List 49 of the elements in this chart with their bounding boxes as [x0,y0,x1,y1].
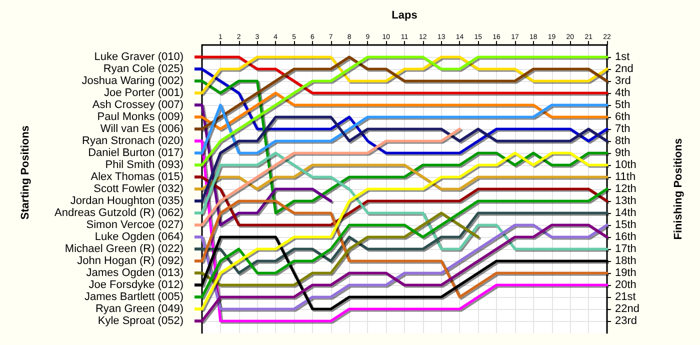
x-axis-title: Laps [392,10,418,22]
y-tick-label: 18th [615,255,636,267]
legend-label: Simon Vercoe (027) [86,219,184,231]
legend-label: Luke Ogden (064) [94,231,184,243]
y-tick-label: 8th [615,135,630,147]
y-tick-label: 10th [615,159,636,171]
legend-label: Scott Fowler (032) [94,183,184,195]
legend-label: Paul Monks (009) [97,111,184,123]
legend-label: Michael Green (R) (022) [64,243,184,255]
legend-label: Kyle Sproat (052) [98,315,184,327]
y-tick-label: 13th [615,195,636,207]
legend-label: James Ogden (013) [86,267,184,279]
legend-label: Joshua Waring (002) [82,75,184,87]
y-tick-label: 21st [615,291,636,303]
y-tick-label: 5th [615,99,630,111]
y-axis-title: Finishing Positions [672,138,684,240]
y-tick-label: 7th [615,123,630,135]
y-tick-label: 6th [615,111,630,123]
y-tick-label: 22nd [615,303,640,315]
y-tick-label: 11th [615,171,636,183]
legend-label: James Bartlett (005) [84,291,184,303]
text: Starting Positions [20,125,32,220]
legend-label: Andreas Gutzold (R) (062) [54,207,184,219]
y-tick-label: 17th [615,243,636,255]
legend-label: Ryan Green (049) [95,303,184,315]
y-tick-label: 20th [615,279,636,291]
y-tick-label: 9th [615,147,630,159]
legend-label: Daniel Burton (017) [88,147,184,159]
legend-label: Jordan Houghton (035) [70,195,184,207]
legend-label: Alex Thomas (015) [90,171,184,183]
y-tick-label: 3rd [615,75,631,87]
y-tick-label: 23rd [615,315,638,327]
y-tick-label: 19th [615,267,636,279]
legend-label: Ryan Cole (025) [103,63,184,75]
legend-label: Ryan Stronach (020) [82,135,184,147]
y-tick-label: 1st [615,51,630,63]
y-tick-label: 16th [615,231,636,243]
y-tick-label: 4th [615,87,630,99]
y-tick-label: 15th [615,219,636,231]
y-tick-label: 14th [615,207,636,219]
legend-label: John Hogan (R) (092) [77,255,184,267]
y-tick-label: 2nd [615,63,634,75]
legend-label: Joe Forsdyke (012) [88,279,184,291]
legend-label: Will van Es (006) [100,123,184,135]
y-tick-label: 12th [615,183,636,195]
legend-label: Luke Graver (010) [94,51,184,63]
legend-label: Joe Porter (001) [104,87,184,99]
legend-label: Phil Smith (093) [105,159,184,171]
legend-label: Ash Crossey (007) [92,99,184,111]
